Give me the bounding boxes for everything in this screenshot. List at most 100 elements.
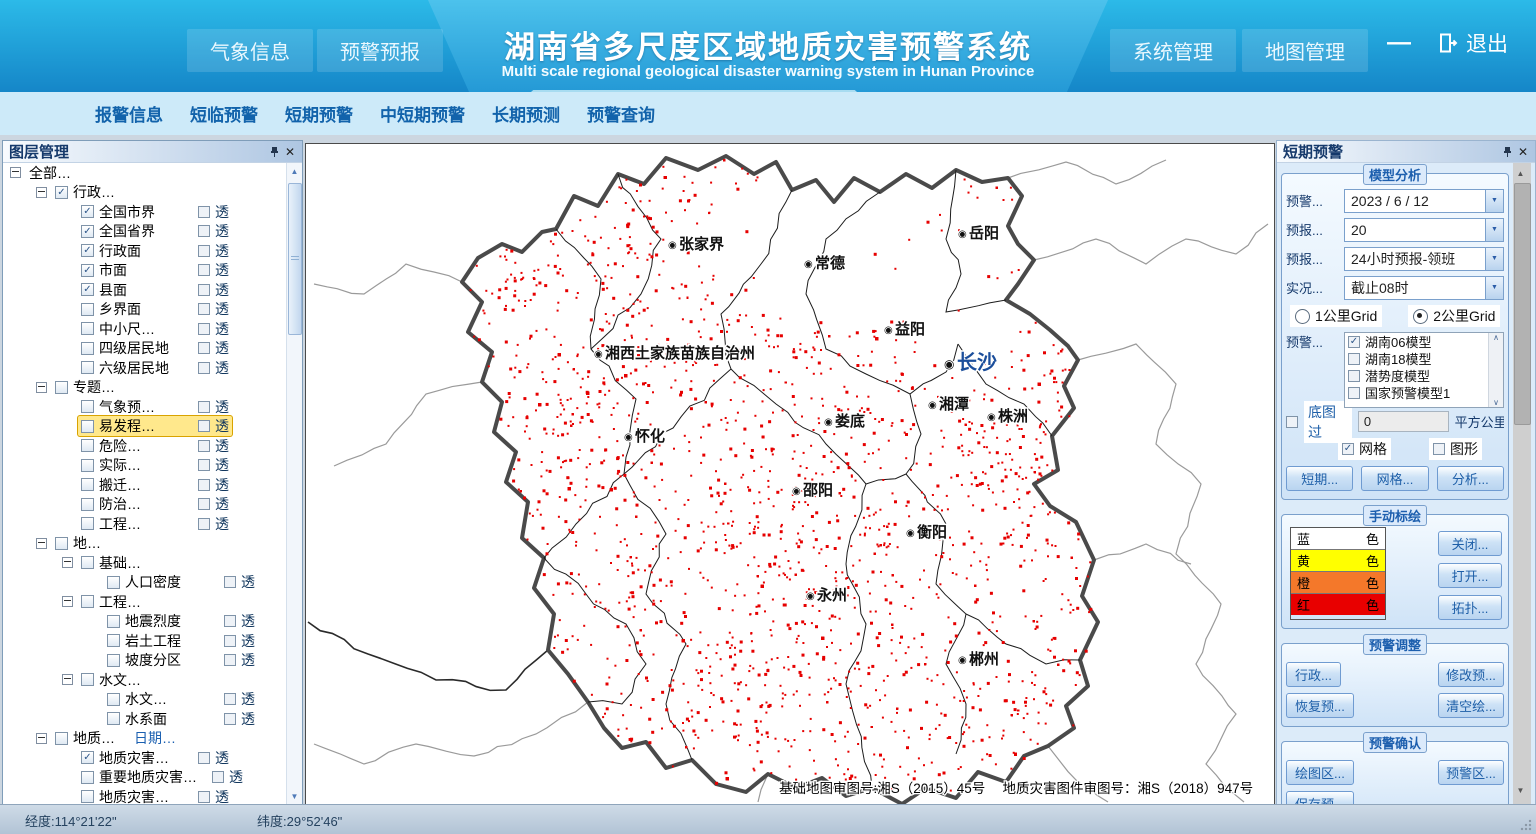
layer-label[interactable]: 气象预…: [99, 398, 155, 415]
shape-checkbox[interactable]: [1433, 442, 1445, 455]
layer-tree-row[interactable]: 全国市界 透: [4, 202, 286, 222]
layer-tree-row[interactable]: 专题…: [4, 378, 286, 398]
button-网格...[interactable]: 网格...: [1361, 466, 1429, 491]
model-list-item[interactable]: 湖南18模型: [1345, 350, 1503, 367]
layer-label[interactable]: 工程…: [99, 593, 141, 610]
layer-checkbox[interactable]: [81, 361, 94, 375]
model-checkbox[interactable]: [1348, 352, 1360, 365]
layer-tree-row[interactable]: 岩土工程 透: [4, 631, 286, 651]
layer-checkbox[interactable]: [81, 322, 94, 336]
layer-label[interactable]: 专题…: [73, 379, 115, 396]
button-打开...[interactable]: 打开...: [1438, 563, 1502, 588]
forecast-type-combobox[interactable]: 24小时预报-领班 ▼: [1344, 246, 1504, 271]
layer-tree-row[interactable]: 气象预… 透: [4, 397, 286, 417]
layer-panel-scrollbar[interactable]: ▲ ▼: [286, 163, 302, 804]
radio-option-2公里Grid[interactable]: 2公里Grid: [1408, 305, 1501, 327]
tree-expander-icon[interactable]: [62, 596, 73, 608]
tree-expander-icon[interactable]: [62, 557, 73, 569]
nav-item-短期预警[interactable]: 短期预警: [285, 106, 353, 125]
tree-expander-icon[interactable]: [36, 537, 47, 549]
layer-tree-row[interactable]: 实际… 透: [4, 456, 286, 476]
layer-checkbox[interactable]: [81, 556, 94, 570]
transparency-checkbox[interactable]: [224, 693, 236, 706]
layer-label[interactable]: 水文…: [125, 691, 167, 708]
header-button-气象信息[interactable]: 气象信息: [187, 29, 313, 72]
layer-checkbox[interactable]: [81, 419, 94, 433]
scroll-up-icon[interactable]: ▲: [1516, 168, 1525, 178]
close-icon[interactable]: ✕: [284, 144, 296, 159]
warn-date-combobox[interactable]: 2023 / 6 / 12 ▼: [1344, 188, 1504, 213]
layer-checkbox[interactable]: [81, 458, 94, 472]
minimize-button[interactable]: —: [1387, 29, 1411, 56]
layer-tree-row[interactable]: 工程… 透: [4, 514, 286, 534]
button-短期...[interactable]: 短期...: [1286, 466, 1354, 491]
layer-label[interactable]: 中小尺…: [99, 320, 155, 337]
layer-tree-row[interactable]: 搬迁… 透: [4, 475, 286, 495]
model-list-item[interactable]: 湖南06模型: [1345, 333, 1503, 350]
chevron-down-icon[interactable]: ▼: [1485, 189, 1503, 212]
layer-label[interactable]: 重要地质灾害…: [99, 769, 197, 786]
model-list-item[interactable]: 国家预警模型1: [1345, 384, 1503, 401]
layer-tree-row[interactable]: 地质… 日期…: [4, 729, 286, 749]
header-button-预警预报[interactable]: 预警预报: [317, 29, 443, 72]
button-恢复预...[interactable]: 恢复预...: [1286, 693, 1354, 718]
layer-checkbox[interactable]: [81, 224, 94, 238]
grid-check-chip[interactable]: 网格: [1338, 437, 1391, 460]
model-checkbox[interactable]: [1348, 386, 1360, 399]
layer-checkbox[interactable]: [81, 673, 94, 687]
layer-label[interactable]: 水文…: [99, 671, 141, 688]
nav-item-报警信息[interactable]: 报警信息: [95, 106, 163, 125]
layer-tree-row[interactable]: 人口密度 透: [4, 573, 286, 593]
layer-checkbox[interactable]: [55, 536, 68, 550]
layer-checkbox[interactable]: [81, 400, 94, 414]
layer-checkbox[interactable]: [55, 380, 68, 394]
layer-date-link[interactable]: 日期…: [134, 730, 176, 747]
layer-tree-row[interactable]: 坡度分区 透: [4, 651, 286, 671]
button-行政...[interactable]: 行政...: [1286, 662, 1341, 687]
nav-item-预警查询[interactable]: 预警查询: [587, 106, 655, 125]
transparency-checkbox[interactable]: [224, 712, 236, 725]
layer-tree-row[interactable]: 中小尺… 透: [4, 319, 286, 339]
layer-checkbox[interactable]: [81, 302, 94, 316]
transparency-checkbox[interactable]: [198, 264, 210, 277]
layer-checkbox[interactable]: [81, 790, 94, 804]
hunan-map[interactable]: ◉ 张家界◉ 常德◉ 岳阳◉ 益阳◉ 湘西土家族苗族自治州◉ 长沙◉ 湘潭◉ 株洲◉ 娄底◉ 怀化◉…: [306, 144, 1274, 806]
layer-checkbox[interactable]: [107, 653, 120, 667]
chevron-down-icon[interactable]: ▼: [1485, 247, 1503, 270]
layer-checkbox[interactable]: [107, 575, 120, 589]
layer-checkbox[interactable]: [81, 205, 94, 219]
layer-label[interactable]: 岩土工程: [125, 632, 181, 649]
chevron-down-icon[interactable]: ▼: [1485, 276, 1503, 299]
transparency-checkbox[interactable]: [198, 342, 210, 355]
header-button-系统管理[interactable]: 系统管理: [1110, 29, 1236, 72]
layer-checkbox[interactable]: [107, 692, 120, 706]
layer-checkbox[interactable]: [81, 263, 94, 277]
layer-checkbox[interactable]: [81, 283, 94, 297]
layer-label[interactable]: 搬迁…: [99, 476, 141, 493]
model-checkbox[interactable]: [1348, 369, 1360, 382]
transparency-checkbox[interactable]: [198, 244, 210, 257]
transparency-checkbox[interactable]: [198, 283, 210, 296]
transparency-checkbox[interactable]: [224, 634, 236, 647]
layer-label[interactable]: 行政…: [73, 184, 115, 201]
radio-option-1公里Grid[interactable]: 1公里Grid: [1290, 305, 1383, 327]
layer-tree-row[interactable]: 地质灾害… 透: [4, 748, 286, 768]
layer-label[interactable]: 实际…: [99, 457, 141, 474]
layer-label[interactable]: 工程…: [99, 515, 141, 532]
layer-label[interactable]: 地质…: [73, 730, 115, 747]
layer-label[interactable]: 防治…: [99, 496, 141, 513]
tree-expander-icon[interactable]: [36, 186, 47, 198]
layer-label[interactable]: 地…: [73, 535, 101, 552]
button-保存预...[interactable]: 保存预...: [1286, 791, 1354, 804]
tree-expander-icon[interactable]: [10, 167, 21, 179]
layer-label[interactable]: 县面: [99, 281, 127, 298]
layer-tree-row[interactable]: 水系面 透: [4, 709, 286, 729]
button-拓扑...[interactable]: 拓扑...: [1438, 595, 1502, 620]
layer-label[interactable]: 坡度分区: [125, 652, 181, 669]
layer-tree-row[interactable]: 行政面 透: [4, 241, 286, 261]
resize-grip[interactable]: [1520, 819, 1532, 831]
tree-expander-icon[interactable]: [36, 381, 47, 393]
transparency-checkbox[interactable]: [198, 751, 210, 764]
layer-tree-row[interactable]: 地质灾害… 透: [4, 787, 286, 804]
